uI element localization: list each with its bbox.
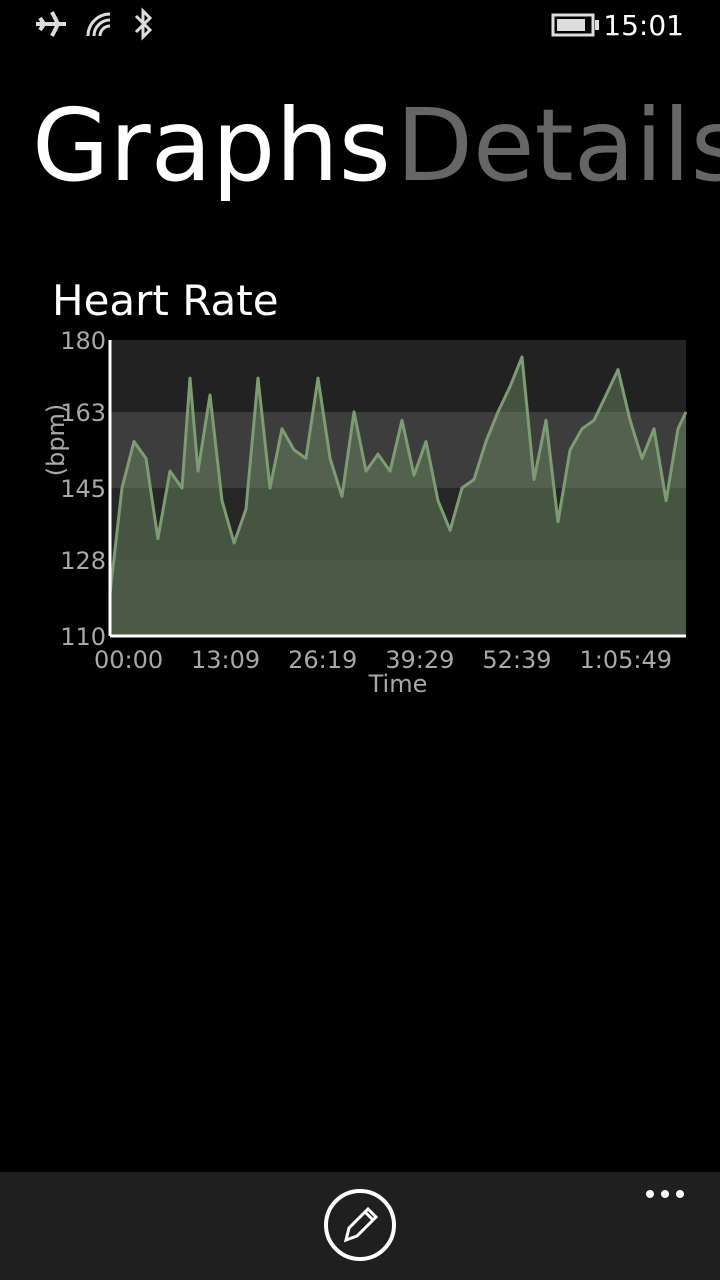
battery-level xyxy=(557,19,585,31)
zone-band xyxy=(110,340,686,412)
more-button[interactable] xyxy=(646,1190,684,1198)
y-tick-label: 128 xyxy=(60,547,106,575)
edit-button[interactable] xyxy=(324,1189,396,1261)
heart-rate-line xyxy=(108,355,688,594)
chart-title: Heart Rate xyxy=(52,276,279,325)
x-tick-label: 39:29 xyxy=(385,646,454,674)
battery-tip xyxy=(595,20,599,30)
zone-band xyxy=(110,559,686,636)
x-tick-label: 1:05:49 xyxy=(580,646,673,674)
x-tick-label: 13:09 xyxy=(191,646,260,674)
y-tick-label: 145 xyxy=(60,475,106,503)
pivot-tab[interactable]: Details xyxy=(396,87,720,204)
dot xyxy=(661,1190,669,1198)
x-tick-label: 52:39 xyxy=(482,646,551,674)
zone-band xyxy=(110,488,686,560)
y-tick-label: 110 xyxy=(60,623,106,651)
pencil-icon xyxy=(343,1206,379,1243)
x-tick-label: 26:19 xyxy=(288,646,357,674)
bluetooth-icon xyxy=(134,7,153,41)
dot xyxy=(646,1190,654,1198)
status-time: 15:01 xyxy=(603,9,684,42)
dot xyxy=(676,1190,684,1198)
y-tick-label: 180 xyxy=(60,327,106,355)
x-axis-label: Time xyxy=(368,670,428,698)
wifi-icon xyxy=(86,12,111,37)
app-bar xyxy=(0,1172,720,1280)
y-axis-label: (bpm) xyxy=(42,404,70,477)
pivot-tab[interactable]: Graphs xyxy=(32,87,391,204)
airplane-icon xyxy=(36,11,66,37)
plot: 110 128 145 163 180 00:00 13:09 26:19 39:29 52:39… xyxy=(60,327,688,674)
battery-icon xyxy=(551,13,595,37)
y-tick-label: 163 xyxy=(60,399,106,427)
x-tick-label: 00:00 xyxy=(94,646,163,674)
